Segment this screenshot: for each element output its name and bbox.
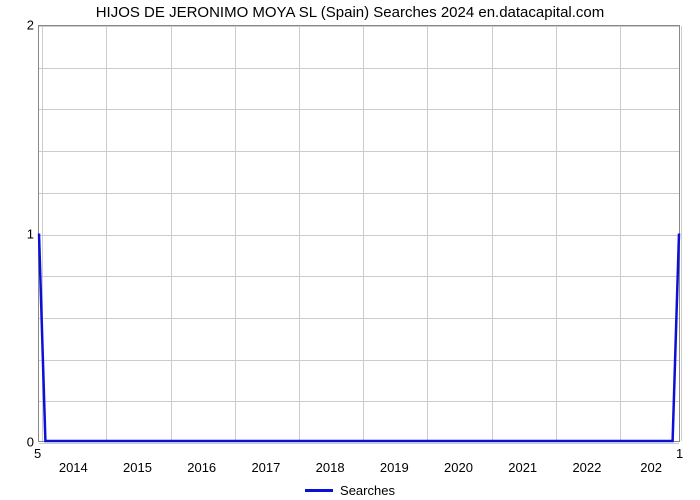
- y-tick-label: 2: [6, 18, 34, 33]
- corner-label-right: 1: [676, 446, 683, 461]
- x-tick-label: 2018: [316, 460, 345, 475]
- legend-label: Searches: [340, 483, 395, 498]
- x-tick-label: 2017: [251, 460, 280, 475]
- plot-area: [38, 25, 680, 442]
- series-line: [39, 26, 679, 441]
- legend-swatch: [305, 489, 333, 492]
- x-tick-label: 2016: [187, 460, 216, 475]
- x-tick-label: 2020: [444, 460, 473, 475]
- y-tick-label: 0: [6, 435, 34, 450]
- grid-line-horizontal: [39, 443, 679, 444]
- x-tick-label: 2014: [59, 460, 88, 475]
- corner-label-left: 5: [34, 446, 41, 461]
- x-tick-label: 2022: [572, 460, 601, 475]
- x-tick-label: 2015: [123, 460, 152, 475]
- x-tick-label: 202: [640, 460, 662, 475]
- legend: Searches: [0, 483, 700, 498]
- x-tick-label: 2021: [508, 460, 537, 475]
- series-polyline: [39, 234, 679, 442]
- chart-title: HIJOS DE JERONIMO MOYA SL (Spain) Search…: [0, 4, 700, 21]
- y-tick-label: 1: [6, 226, 34, 241]
- grid-line-vertical: [681, 26, 682, 441]
- x-tick-label: 2019: [380, 460, 409, 475]
